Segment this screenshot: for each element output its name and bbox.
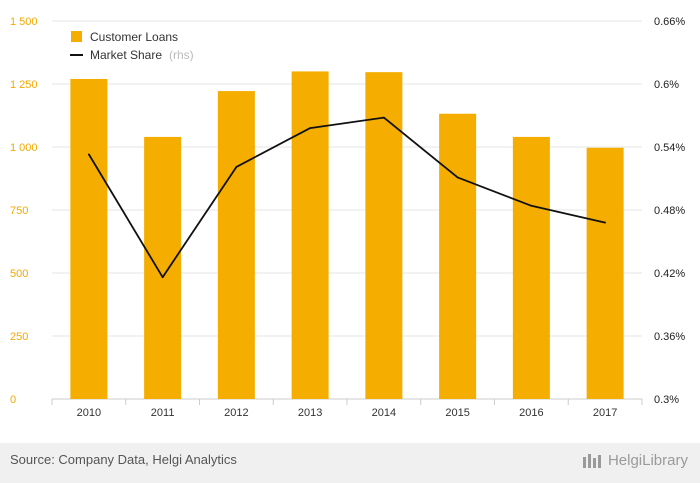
bar (512, 136, 550, 400)
market-share-point (309, 127, 312, 129)
footer: Source: Company Data, Helgi Analytics He… (0, 443, 700, 483)
market-share-point (161, 276, 164, 279)
x-tick-label: 2015 (445, 407, 469, 419)
logo-text: HelgiLibrary (607, 451, 688, 469)
left-tick-label: 500 (10, 268, 28, 280)
market-share-point (235, 166, 238, 168)
right-tick-label: 0.36% (654, 331, 685, 343)
right-tick-label: 0.3% (654, 394, 679, 406)
legend-swatch-customer-loans (71, 31, 82, 42)
x-tick-label: 2016 (519, 407, 543, 419)
legend-label-market-share: Market Share (90, 48, 162, 62)
left-tick-label: 750 (10, 205, 28, 217)
x-tick-label: 2011 (151, 407, 175, 419)
x-tick-label: 2010 (77, 407, 101, 419)
x-tick-label: 2014 (372, 407, 396, 419)
right-tick-label: 0.66% (654, 16, 685, 28)
legend-label-customer-loans: Customer Loans (90, 30, 178, 44)
left-tick-label: 250 (10, 331, 28, 343)
bar (439, 113, 477, 400)
right-tick-label: 0.48% (654, 205, 685, 217)
helgi-library-logo[interactable]: HelgiLibrary (582, 451, 688, 469)
bar (144, 136, 182, 400)
market-share-point (530, 204, 533, 207)
bar (291, 71, 329, 400)
market-share-point (456, 176, 459, 179)
left-tick-label: 1 500 (10, 16, 38, 28)
bar (70, 78, 108, 400)
left-tick-label: 1 250 (10, 79, 38, 91)
right-tick-label: 0.54% (654, 142, 685, 154)
market-share-line (88, 116, 606, 279)
x-tick-label: 2013 (298, 407, 322, 419)
x-tick-label: 2012 (224, 407, 248, 419)
bar (365, 72, 403, 399)
chart-area: 0 250 500 750 1 000 1 250 1 500 0.3% 0.36% 0.42% 0… (10, 16, 685, 419)
market-share-point (87, 153, 90, 156)
left-tick-label: 0 (10, 394, 16, 406)
left-tick-label: 1 000 (10, 142, 38, 154)
bar (586, 147, 624, 399)
right-tick-label: 0.42% (654, 268, 685, 280)
source-note: Source: Company Data, Helgi Analytics (10, 452, 237, 467)
right-tick-label: 0.6% (654, 79, 679, 91)
library-icon (582, 454, 601, 468)
bar (217, 91, 255, 399)
legend-rhs-note: (rhs) (169, 48, 194, 62)
x-tick-label: 2017 (593, 407, 617, 419)
market-share-point (382, 116, 385, 119)
market-share-point (604, 221, 607, 224)
